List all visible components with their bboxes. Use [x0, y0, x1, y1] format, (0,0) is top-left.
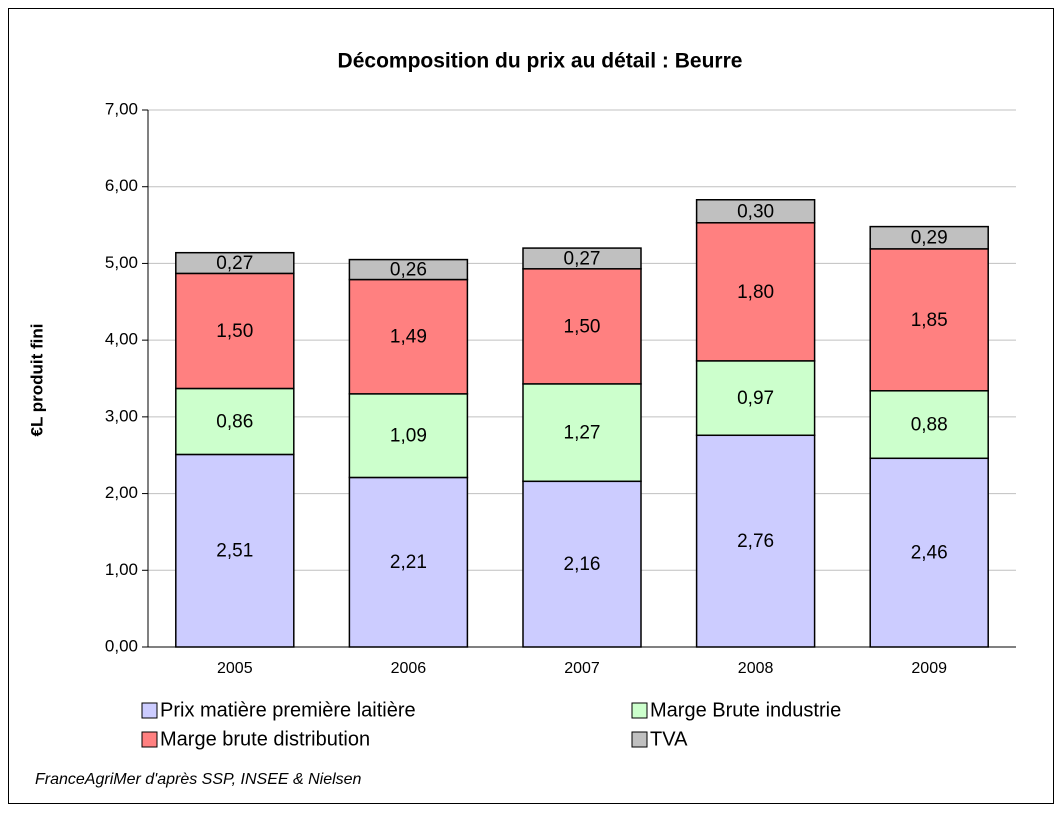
bar-segment — [869, 457, 989, 648]
x-tick-label: 2007 — [564, 660, 600, 677]
bar-segment — [869, 248, 989, 392]
bar-segment — [348, 476, 469, 648]
data-label: 1,85 — [911, 310, 948, 331]
y-tick-label: 5,00 — [105, 253, 138, 272]
y-tick-label: 2,00 — [105, 483, 138, 502]
legend-label: Marge Brute industrie — [650, 699, 841, 721]
bar-segment — [522, 480, 642, 648]
data-label: 1,09 — [390, 426, 427, 447]
y-tick-label: 7,00 — [105, 99, 138, 118]
y-tick-label: 6,00 — [105, 176, 138, 195]
bar-segment — [522, 383, 642, 483]
y-tick-label: 0,00 — [105, 636, 138, 655]
bar-segment — [175, 272, 295, 390]
data-label: 2,76 — [737, 531, 774, 552]
bar-segment — [695, 434, 816, 648]
bar-segment — [695, 199, 816, 224]
y-tick-label: 1,00 — [105, 560, 138, 579]
bar-segment — [869, 390, 989, 460]
x-tick-label: 2005 — [217, 660, 253, 677]
bar-segment — [522, 247, 642, 270]
y-tick-label: 3,00 — [105, 406, 138, 425]
x-tick-label: 2006 — [391, 660, 427, 677]
bar-segment — [348, 393, 469, 479]
data-label: 1,27 — [564, 423, 601, 444]
data-label: 0,29 — [911, 228, 948, 249]
chart-title: Décomposition du prix au détail : Beurre — [338, 50, 743, 73]
data-label: 1,49 — [390, 327, 427, 348]
bar-segment — [695, 222, 816, 362]
legend-label: TVA — [650, 728, 688, 750]
y-tick-label: 4,00 — [105, 330, 138, 349]
bar-segment — [869, 225, 989, 250]
data-label: 1,50 — [216, 321, 253, 342]
data-label: 1,80 — [737, 282, 774, 303]
data-label: 2,46 — [911, 543, 948, 564]
bar-segment — [348, 278, 469, 395]
bar-segment — [522, 268, 642, 385]
legend-label: Marge brute distribution — [160, 728, 370, 750]
data-label: 0,27 — [216, 253, 253, 274]
source: FranceAgriMer d'après SSP, INSEE & Niels… — [35, 771, 362, 788]
legend-swatch — [631, 702, 648, 719]
data-label: 0,88 — [911, 415, 948, 436]
bar-segment — [348, 258, 469, 281]
data-label: 2,21 — [390, 552, 427, 573]
x-tick-label: 2009 — [911, 660, 947, 677]
data-label: 2,16 — [564, 554, 601, 575]
legend-swatch — [141, 731, 158, 748]
data-label: 0,27 — [564, 248, 601, 269]
data-label: 1,50 — [564, 316, 601, 337]
y-axis-label: €L produit fini — [27, 323, 46, 436]
legend-swatch — [141, 702, 158, 719]
bar-segment — [175, 251, 295, 275]
data-label: 0,86 — [216, 411, 253, 432]
legend-label: Prix matière première laitière — [160, 699, 416, 721]
data-label: 2,51 — [216, 541, 253, 562]
data-label: 0,26 — [390, 260, 427, 281]
legend-swatch — [631, 731, 648, 748]
x-tick-label: 2008 — [738, 660, 774, 677]
bar-segment — [695, 360, 816, 437]
data-label: 0,97 — [737, 388, 774, 409]
data-label: 0,30 — [737, 201, 774, 222]
